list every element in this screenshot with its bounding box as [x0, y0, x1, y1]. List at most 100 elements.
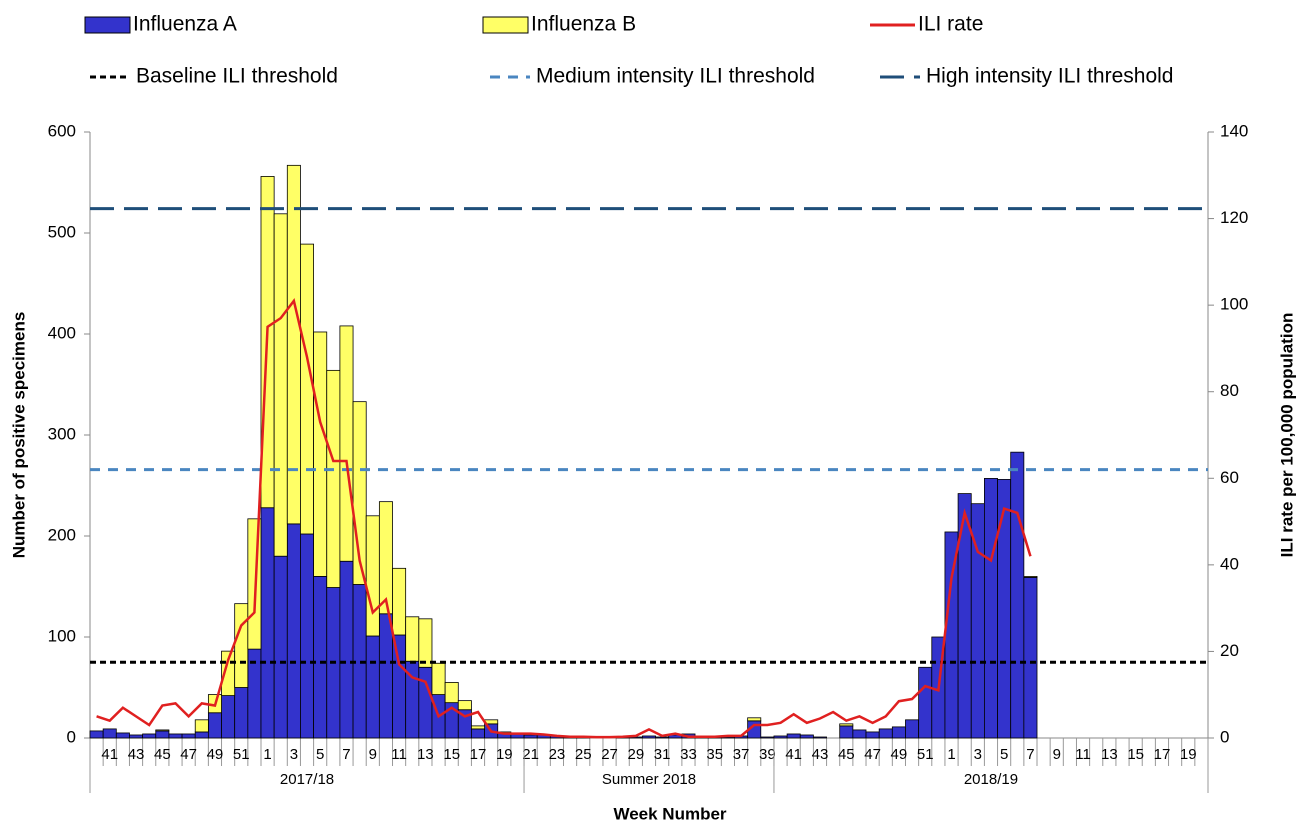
x-tick-label: 19 — [496, 746, 513, 763]
x-tick-label: 17 — [1154, 746, 1171, 763]
y2-tick-label: 120 — [1220, 208, 1248, 227]
x-tick-label: 1 — [947, 746, 955, 763]
x-tick-label: 33 — [680, 746, 697, 763]
bar — [142, 733, 157, 739]
x-tick-label: 39 — [759, 746, 776, 763]
bar — [457, 700, 472, 711]
bar — [444, 682, 459, 704]
bar — [852, 729, 867, 739]
x-axis-title: Week Number — [613, 804, 726, 823]
y2-tick-label: 80 — [1220, 381, 1239, 400]
bar — [944, 531, 959, 739]
y-axis-title: Number of positive specimens — [9, 312, 28, 559]
bar — [221, 695, 236, 739]
bar — [89, 730, 104, 739]
bar — [155, 730, 170, 739]
legend-label: Influenza A — [133, 13, 237, 36]
bar — [1023, 576, 1038, 578]
bar — [760, 736, 775, 739]
x-tick-label: 5 — [1000, 746, 1008, 763]
bar — [378, 613, 393, 739]
group-label: 2018/19 — [964, 771, 1018, 788]
y2-tick-label: 60 — [1220, 468, 1239, 487]
x-tick-label: 5 — [316, 746, 324, 763]
y-tick-label: 0 — [67, 727, 76, 746]
bar — [655, 736, 670, 739]
bar — [418, 618, 433, 668]
bar — [286, 523, 301, 739]
y2-tick-label: 140 — [1220, 121, 1248, 140]
bar — [300, 243, 314, 535]
bar — [234, 603, 249, 688]
bar — [339, 325, 354, 562]
bar — [273, 555, 288, 739]
bar — [378, 501, 393, 615]
bar — [365, 635, 380, 739]
bar — [418, 666, 433, 739]
x-tick-label: 7 — [342, 746, 350, 763]
bar — [194, 719, 209, 733]
bar — [905, 719, 920, 739]
x-tick-label: 9 — [369, 746, 377, 763]
legend-swatch — [84, 16, 131, 34]
x-tick-label: 1 — [263, 746, 271, 763]
bar — [984, 478, 998, 739]
bar — [642, 735, 656, 739]
x-tick-label: 45 — [154, 746, 171, 763]
x-tick-label: 25 — [575, 746, 592, 763]
legend-label: High intensity ILI threshold — [926, 65, 1173, 88]
bar — [747, 717, 762, 722]
x-tick-label: 49 — [891, 746, 908, 763]
x-tick-label: 47 — [864, 746, 881, 763]
x-tick-label: 7 — [1026, 746, 1034, 763]
group-label: 2017/18 — [280, 771, 334, 788]
bar — [918, 666, 933, 739]
x-tick-label: 11 — [391, 746, 407, 763]
x-tick-label: 15 — [1127, 746, 1144, 763]
bar — [181, 733, 196, 739]
bar — [339, 560, 354, 739]
bar — [168, 733, 183, 739]
bar — [313, 576, 328, 739]
x-tick-label: 47 — [180, 746, 197, 763]
x-tick-label: 51 — [917, 746, 934, 763]
x-tick-label: 21 — [522, 746, 539, 763]
y-tick-label: 500 — [48, 222, 76, 241]
x-tick-label: 31 — [654, 746, 671, 763]
x-tick-label: 43 — [128, 746, 145, 763]
bar — [129, 734, 144, 739]
bar — [839, 725, 854, 739]
bar — [799, 734, 814, 739]
legend-swatch — [482, 16, 529, 34]
bar — [1010, 451, 1025, 739]
bar — [865, 731, 880, 739]
x-tick-label: 43 — [812, 746, 829, 763]
bar — [273, 213, 288, 557]
x-tick-label: 11 — [1075, 746, 1091, 763]
bar — [155, 729, 170, 732]
y-tick-label: 200 — [48, 525, 76, 544]
bar — [300, 533, 314, 739]
x-tick-label: 3 — [974, 746, 982, 763]
y2-tick-label: 20 — [1220, 641, 1239, 660]
x-tick-label: 29 — [628, 746, 645, 763]
x-tick-label: 35 — [706, 746, 723, 763]
x-tick-label: 45 — [838, 746, 855, 763]
x-tick-label: 27 — [601, 746, 618, 763]
group-label: Summer 2018 — [602, 771, 696, 788]
bar — [365, 515, 380, 637]
y2-tick-label: 40 — [1220, 554, 1239, 573]
x-tick-label: 19 — [1180, 746, 1197, 763]
bar — [891, 726, 906, 739]
y-tick-label: 600 — [48, 121, 76, 140]
y-tick-label: 300 — [48, 424, 76, 443]
x-tick-label: 51 — [233, 746, 250, 763]
x-tick-label: 49 — [207, 746, 224, 763]
x-tick-label: 17 — [470, 746, 487, 763]
y-tick-label: 100 — [48, 626, 76, 645]
legend-label: Medium intensity ILI threshold — [536, 65, 815, 88]
bar — [813, 736, 827, 739]
bar — [786, 733, 801, 739]
bar — [392, 567, 407, 636]
